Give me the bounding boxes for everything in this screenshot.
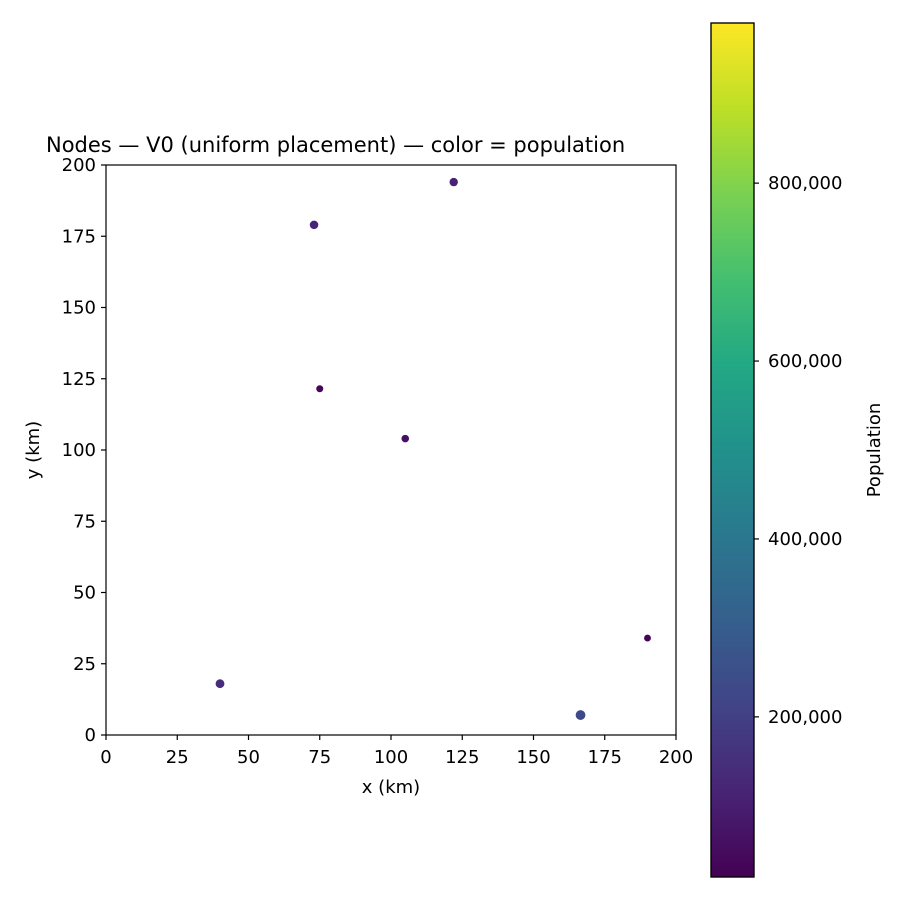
y-tick-label: 125 bbox=[62, 369, 96, 390]
data-points bbox=[215, 177, 651, 720]
x-axis-label: x (km) bbox=[362, 777, 420, 798]
y-tick-label: 25 bbox=[73, 654, 96, 675]
colorbar-tick-label: 200,000 bbox=[768, 707, 842, 728]
x-tick-label: 75 bbox=[308, 747, 331, 768]
plot-frame bbox=[105, 164, 677, 736]
data-point bbox=[575, 710, 586, 720]
colorbar-tick-label: 800,000 bbox=[768, 173, 842, 194]
y-tick-label: 150 bbox=[62, 298, 96, 319]
data-point bbox=[401, 434, 410, 443]
y-axis: 0 25 50 75 100 125 150 175 200 bbox=[62, 155, 106, 746]
data-point bbox=[309, 220, 319, 230]
data-point bbox=[449, 177, 458, 187]
chart-title: Nodes — V0 (uniform placement) — color =… bbox=[46, 133, 625, 157]
x-tick-label: 175 bbox=[588, 747, 622, 768]
colorbar-gradient bbox=[710, 22, 755, 878]
data-point bbox=[644, 634, 651, 642]
colorbar-tick-label: 600,000 bbox=[768, 351, 842, 372]
x-tick-label: 50 bbox=[237, 747, 260, 768]
x-tick-label: 125 bbox=[445, 747, 479, 768]
colorbar-tick-label: 400,000 bbox=[768, 529, 842, 550]
colorbar-label: Population bbox=[864, 403, 885, 498]
y-axis-label: y (km) bbox=[23, 421, 44, 479]
colorbar: 200,000 400,000 600,000 800,000 Population bbox=[710, 22, 885, 878]
data-point bbox=[215, 679, 225, 689]
colorbar-ticks: 200,000 400,000 600,000 800,000 bbox=[710, 22, 842, 878]
colorbar-frame bbox=[710, 22, 755, 878]
x-tick-label: 25 bbox=[166, 747, 189, 768]
x-tick-label: 0 bbox=[100, 747, 111, 768]
y-tick-label: 175 bbox=[62, 226, 96, 247]
data-point bbox=[316, 385, 324, 393]
x-tick-label: 150 bbox=[516, 747, 550, 768]
x-tick-label: 100 bbox=[374, 747, 408, 768]
y-tick-label: 50 bbox=[73, 583, 96, 604]
y-tick-label: 200 bbox=[62, 155, 96, 176]
x-axis: 0 25 50 75 100 125 150 175 200 bbox=[100, 735, 693, 768]
plot-area bbox=[105, 164, 677, 736]
x-tick-label: 200 bbox=[659, 747, 693, 768]
y-tick-label: 75 bbox=[73, 511, 96, 532]
y-tick-label: 100 bbox=[62, 440, 96, 461]
y-tick-label: 0 bbox=[85, 725, 96, 746]
